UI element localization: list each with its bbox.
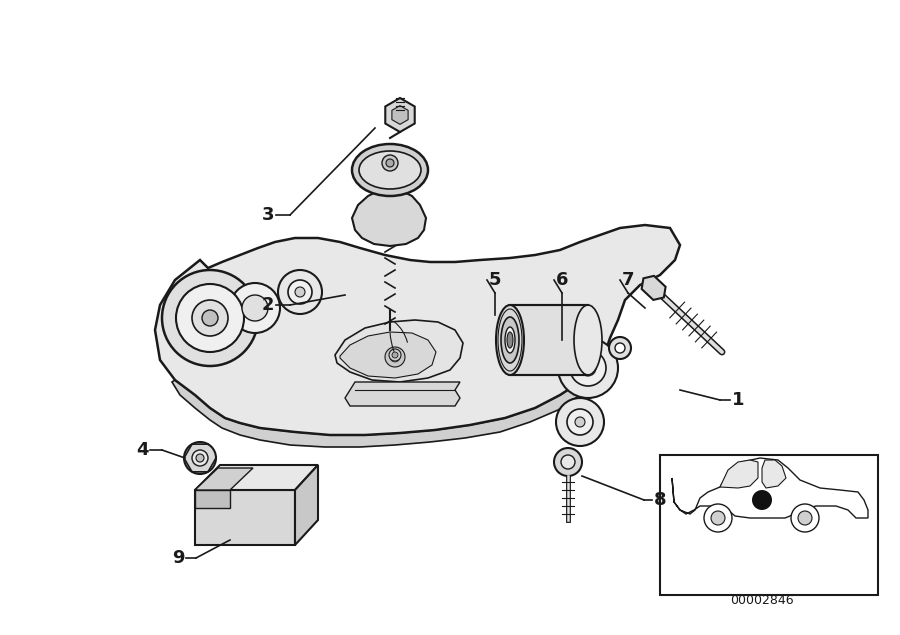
Circle shape: [385, 347, 405, 367]
Circle shape: [192, 300, 228, 336]
Bar: [660, 455, 878, 595]
Text: 6: 6: [556, 271, 568, 289]
Circle shape: [752, 490, 772, 510]
Circle shape: [242, 295, 268, 321]
Circle shape: [558, 338, 618, 398]
Circle shape: [288, 280, 312, 304]
Polygon shape: [335, 320, 463, 382]
Circle shape: [202, 310, 218, 326]
Polygon shape: [295, 465, 318, 545]
Circle shape: [392, 352, 398, 358]
Circle shape: [556, 398, 604, 446]
Polygon shape: [642, 276, 666, 300]
Circle shape: [192, 450, 208, 466]
Circle shape: [184, 442, 216, 474]
Ellipse shape: [574, 305, 602, 375]
Polygon shape: [762, 460, 786, 488]
Ellipse shape: [507, 332, 513, 348]
Text: 4: 4: [136, 441, 149, 459]
Circle shape: [390, 352, 400, 362]
Circle shape: [570, 350, 606, 386]
Text: 00002846: 00002846: [730, 594, 794, 606]
Text: 1: 1: [732, 391, 744, 409]
Circle shape: [798, 511, 812, 525]
Circle shape: [791, 504, 819, 532]
Ellipse shape: [615, 343, 625, 353]
Ellipse shape: [505, 327, 515, 353]
Circle shape: [162, 270, 258, 366]
Ellipse shape: [609, 337, 631, 359]
Text: 7: 7: [622, 271, 634, 289]
Polygon shape: [720, 460, 758, 488]
Polygon shape: [352, 188, 426, 246]
Circle shape: [176, 284, 244, 352]
Circle shape: [554, 448, 582, 476]
Polygon shape: [385, 98, 415, 132]
Circle shape: [196, 454, 204, 462]
Circle shape: [575, 417, 585, 427]
Polygon shape: [195, 465, 318, 490]
Ellipse shape: [496, 305, 524, 375]
Ellipse shape: [352, 144, 428, 196]
Polygon shape: [392, 105, 408, 124]
Text: 3: 3: [262, 206, 274, 224]
Circle shape: [704, 504, 732, 532]
Circle shape: [295, 287, 305, 297]
Polygon shape: [510, 305, 588, 375]
Circle shape: [561, 455, 575, 469]
Circle shape: [230, 283, 280, 333]
Polygon shape: [195, 490, 230, 508]
Text: 5: 5: [489, 271, 501, 289]
Circle shape: [389, 349, 401, 361]
Circle shape: [386, 159, 394, 167]
Circle shape: [278, 270, 322, 314]
Polygon shape: [195, 490, 295, 545]
Circle shape: [382, 155, 398, 171]
Polygon shape: [195, 468, 253, 490]
Ellipse shape: [501, 317, 519, 363]
Polygon shape: [672, 458, 868, 518]
Text: 2: 2: [262, 296, 274, 314]
Text: 8: 8: [653, 491, 666, 509]
Polygon shape: [345, 382, 460, 406]
Circle shape: [580, 360, 596, 376]
Polygon shape: [340, 332, 436, 378]
Circle shape: [711, 511, 725, 525]
Circle shape: [567, 409, 593, 435]
Polygon shape: [155, 225, 680, 435]
Text: 9: 9: [172, 549, 184, 567]
Ellipse shape: [359, 151, 421, 189]
Polygon shape: [172, 368, 598, 447]
